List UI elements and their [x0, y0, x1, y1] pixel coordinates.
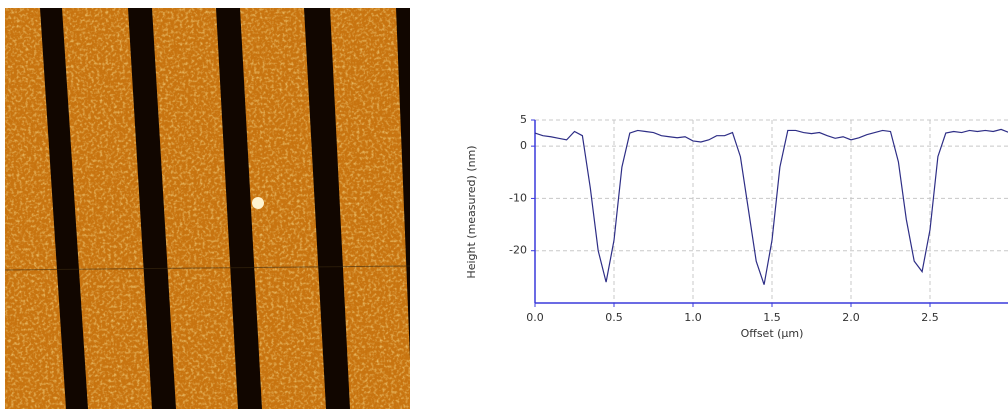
x-tick-label: 0.5	[605, 311, 623, 324]
y-tick-label: 5	[520, 113, 527, 126]
afm-image	[5, 8, 410, 409]
y-tick-label: 0	[520, 139, 527, 152]
x-tick-label: 2.5	[921, 311, 939, 324]
profile-line	[534, 128, 1008, 285]
x-tick-label: 1.0	[684, 311, 702, 324]
y-tick-label: -10	[509, 191, 527, 204]
y-tick-label: -20	[509, 244, 527, 257]
x-tick-label: 2.0	[842, 311, 860, 324]
x-axis-label: Offset (µm)	[741, 327, 804, 340]
x-tick-label: 0.0	[526, 311, 544, 324]
x-tick-label: 1.5	[763, 311, 781, 324]
y-axis-label: Height (measured) (nm)	[465, 145, 478, 278]
